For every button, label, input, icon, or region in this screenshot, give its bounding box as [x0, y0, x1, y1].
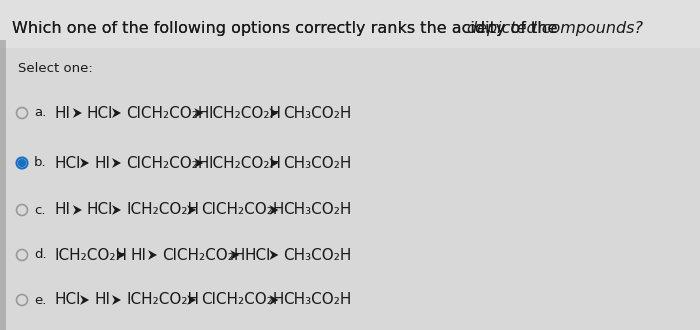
Text: Which one of the following options correctly ranks the acidity of the: Which one of the following options corre… — [12, 20, 563, 36]
Text: HI: HI — [130, 248, 146, 262]
Text: b.: b. — [34, 156, 47, 170]
Circle shape — [18, 159, 25, 167]
Polygon shape — [230, 250, 239, 260]
Polygon shape — [73, 108, 82, 118]
Text: ICH₂CO₂H: ICH₂CO₂H — [209, 155, 281, 171]
Text: depicted compounds?: depicted compounds? — [467, 20, 643, 36]
Polygon shape — [270, 205, 279, 215]
Text: ClCH₂CO₂H: ClCH₂CO₂H — [126, 155, 209, 171]
Polygon shape — [270, 295, 279, 305]
Text: e.: e. — [34, 293, 46, 307]
Text: HCl: HCl — [55, 155, 81, 171]
Polygon shape — [270, 250, 279, 260]
Text: CH₃CO₂H: CH₃CO₂H — [284, 106, 352, 120]
Text: ICH₂CO₂H: ICH₂CO₂H — [209, 106, 281, 120]
Polygon shape — [112, 108, 121, 118]
Text: c.: c. — [34, 204, 46, 216]
Text: Which one of the following options correctly ranks the acidity of the: Which one of the following options corre… — [12, 20, 563, 36]
Polygon shape — [80, 158, 89, 168]
Text: HCl: HCl — [87, 106, 113, 120]
Text: a.: a. — [34, 107, 46, 119]
Polygon shape — [112, 295, 121, 305]
Bar — [0, 0, 700, 48]
Text: HI: HI — [55, 106, 71, 120]
Polygon shape — [270, 158, 279, 168]
Polygon shape — [73, 205, 82, 215]
Text: CH₃CO₂H: CH₃CO₂H — [284, 203, 352, 217]
Text: ICH₂CO₂H: ICH₂CO₂H — [126, 292, 199, 308]
Text: CH₃CO₂H: CH₃CO₂H — [284, 292, 352, 308]
Polygon shape — [195, 158, 203, 168]
Polygon shape — [80, 295, 89, 305]
Text: ICH₂CO₂H: ICH₂CO₂H — [55, 248, 128, 262]
Text: Which one of the following options correctly ranks the acidity of the: Which one of the following options corre… — [12, 20, 563, 36]
Text: ClCH₂CO₂H: ClCH₂CO₂H — [201, 292, 284, 308]
Text: HCl: HCl — [87, 203, 113, 217]
Text: HI: HI — [94, 292, 110, 308]
Text: Select one:: Select one: — [18, 61, 92, 75]
Text: HCl: HCl — [244, 248, 271, 262]
Text: HI: HI — [94, 155, 110, 171]
Polygon shape — [116, 250, 125, 260]
Text: Which one of the following options correctly ranks the acidity of the depicted c: Which one of the following options corre… — [12, 20, 700, 36]
Polygon shape — [270, 108, 279, 118]
Text: HI: HI — [55, 203, 71, 217]
Text: ClCH₂CO₂H: ClCH₂CO₂H — [126, 106, 209, 120]
Text: ClCH₂CO₂H: ClCH₂CO₂H — [201, 203, 284, 217]
Text: ICH₂CO₂H: ICH₂CO₂H — [126, 203, 199, 217]
Text: CH₃CO₂H: CH₃CO₂H — [284, 155, 352, 171]
Polygon shape — [148, 250, 157, 260]
Bar — [0, 40, 6, 330]
Text: HCl: HCl — [55, 292, 81, 308]
Polygon shape — [195, 108, 203, 118]
Polygon shape — [112, 158, 121, 168]
Text: d.: d. — [34, 248, 47, 261]
Polygon shape — [112, 205, 121, 215]
Text: CH₃CO₂H: CH₃CO₂H — [284, 248, 352, 262]
Polygon shape — [187, 205, 196, 215]
Text: ClCH₂CO₂H: ClCH₂CO₂H — [162, 248, 246, 262]
Polygon shape — [187, 295, 196, 305]
